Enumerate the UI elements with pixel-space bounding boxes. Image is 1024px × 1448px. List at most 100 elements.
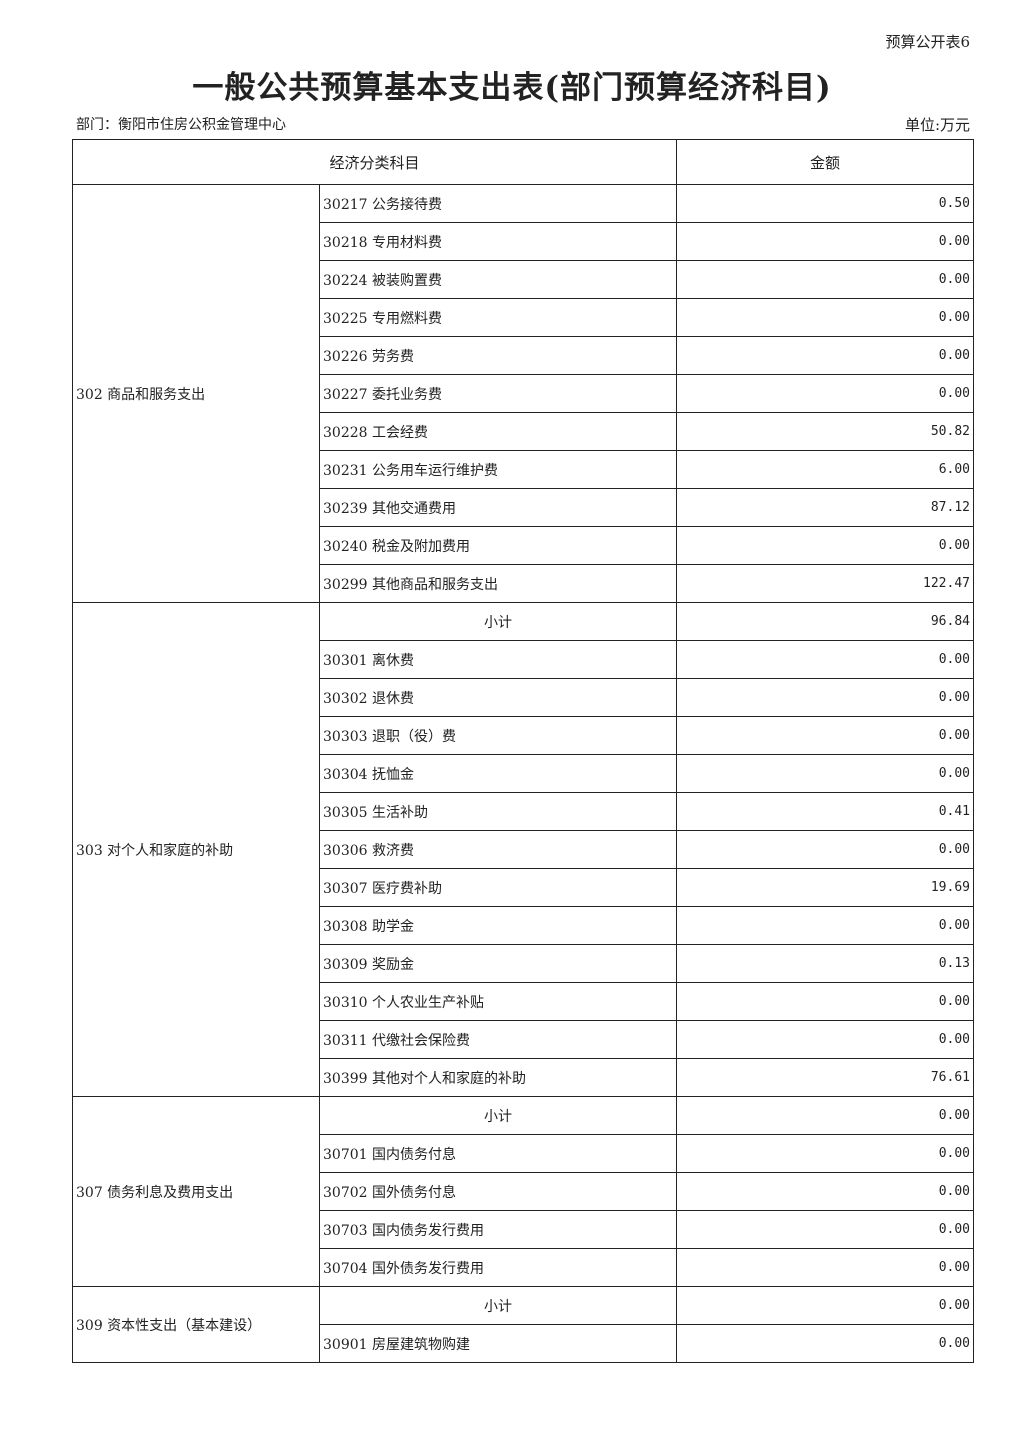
table-number: 预算公开表6	[885, 33, 970, 51]
table-row: 30228 工会经费 50.82	[73, 412, 974, 451]
item-name: 30399 其他对个人和家庭的补助	[318, 1058, 678, 1097]
table-row: 30306 救济费 0.00	[73, 830, 974, 869]
group-name: 302 商品和服务支出	[72, 184, 320, 603]
item-name: 30301 离休费	[318, 640, 678, 679]
table-row: 30240 税金及附加费用 0.00	[73, 526, 974, 565]
table-row: 30307 医疗费补助 19.69	[73, 868, 974, 907]
table-row: 30303 退职（役）费 0.00	[73, 716, 974, 755]
table-row: 30231 公务用车运行维护费 6.00	[73, 450, 974, 489]
item-name: 30308 助学金	[318, 906, 678, 945]
item-name: 30704 国外债务发行费用	[318, 1248, 678, 1287]
subtotal-label: 小计	[318, 1096, 678, 1135]
item-name: 30228 工会经费	[318, 412, 678, 451]
item-name: 30306 救济费	[318, 830, 678, 869]
item-name: 30702 国外债务付息	[318, 1172, 678, 1211]
table-row: 30901 房屋建筑物购建 0.00	[73, 1324, 974, 1363]
header-amount: 金额	[676, 139, 974, 185]
item-name: 30305 生活补助	[318, 792, 678, 831]
subtotal-row: 303 对个人和家庭的补助 小计 96.84	[72, 602, 974, 1097]
table-row: 30227 委托业务费 0.00	[73, 374, 974, 413]
amount-cell: 0.00	[676, 336, 974, 375]
amount-cell: 0.00	[676, 1172, 974, 1211]
subtotal-label: 小计	[318, 602, 678, 641]
item-name: 30225 专用燃料费	[318, 298, 678, 337]
group-name: 309 资本性支出（基本建设）	[72, 1286, 320, 1363]
amount-cell: 0.41	[676, 792, 974, 831]
subtotal-label: 小计	[318, 1286, 678, 1325]
table-row: 30301 离休费 0.00	[73, 640, 974, 679]
table-row: 30224 被装购置费 0.00	[73, 260, 974, 299]
department-label: 部门：衡阳市住房公积金管理中心	[76, 117, 286, 133]
item-name: 30303 退职（役）费	[318, 716, 678, 755]
amount-cell: 0.00	[676, 298, 974, 337]
amount-cell: 6.00	[676, 450, 974, 489]
amount-cell: 0.00	[676, 1210, 974, 1249]
header-row: 经济分类科目 金额	[71, 139, 974, 185]
amount-cell: 0.00	[676, 222, 974, 261]
amount-cell: 0.00	[676, 526, 974, 565]
item-name: 30239 其他交通费用	[318, 488, 678, 527]
item-name: 30309 奖励金	[318, 944, 678, 983]
table-row: 30305 生活补助 0.41	[73, 792, 974, 831]
table-row: 30226 劳务费 0.00	[73, 336, 974, 375]
table-row: 302 商品和服务支出 30217 公务接待费 0.50	[72, 184, 974, 603]
table-row: 30310 个人农业生产补贴 0.00	[73, 982, 974, 1021]
amount-cell: 0.00	[676, 1324, 974, 1363]
item-name: 30226 劳务费	[318, 336, 678, 375]
item-name: 30701 国内债务付息	[318, 1134, 678, 1173]
amount-cell: 122.47	[676, 564, 974, 603]
amount-cell: 0.00	[676, 1020, 974, 1059]
item-name: 30231 公务用车运行维护费	[318, 450, 678, 489]
budget-table: 经济分类科目 金额 302 商品和服务支出 30217 公务接待费 0.50 3021…	[71, 139, 974, 1363]
group-name: 303 对个人和家庭的补助	[72, 602, 320, 1097]
amount-cell: 0.00	[676, 260, 974, 299]
amount-cell: 0.00	[676, 1286, 974, 1325]
unit-label: 单位:万元	[904, 116, 970, 134]
amount-cell: 87.12	[676, 488, 974, 527]
amount-cell: 0.00	[676, 754, 974, 793]
table-row: 30701 国内债务付息 0.00	[73, 1134, 974, 1173]
table-row: 30302 退休费 0.00	[73, 678, 974, 717]
table-row: 30239 其他交通费用 87.12	[73, 488, 974, 527]
amount-cell: 50.82	[676, 412, 974, 451]
amount-cell: 0.50	[676, 184, 974, 223]
amount-cell: 0.00	[676, 1134, 974, 1173]
amount-cell: 0.00	[676, 716, 974, 755]
item-name: 30240 税金及附加费用	[318, 526, 678, 565]
item-name: 30299 其他商品和服务支出	[318, 564, 678, 603]
item-name: 30311 代缴社会保险费	[318, 1020, 678, 1059]
amount-cell: 0.00	[676, 830, 974, 869]
item-name: 30218 专用材料费	[318, 222, 678, 261]
amount-cell: 0.00	[676, 374, 974, 413]
table-row: 30218 专用材料费 0.00	[73, 222, 974, 261]
amount-cell: 0.00	[676, 906, 974, 945]
item-name: 30901 房屋建筑物购建	[318, 1324, 678, 1363]
item-name: 30227 委托业务费	[318, 374, 678, 413]
item-name: 30307 医疗费补助	[318, 868, 678, 907]
item-name: 30304 抚恤金	[318, 754, 678, 793]
page-title: 一般公共预算基本支出表(部门预算经济科目)	[192, 70, 832, 106]
table-row: 30299 其他商品和服务支出 122.47	[73, 564, 974, 603]
amount-cell: 0.00	[676, 640, 974, 679]
table-row: 30225 专用燃料费 0.00	[73, 298, 974, 337]
amount-cell: 0.00	[676, 1096, 974, 1135]
table-row: 30702 国外债务付息 0.00	[73, 1172, 974, 1211]
group-name: 307 债务利息及费用支出	[72, 1096, 320, 1287]
item-name: 30310 个人农业生产补贴	[318, 982, 678, 1021]
item-name: 30217 公务接待费	[318, 184, 678, 223]
item-name: 30224 被装购置费	[318, 260, 678, 299]
table-row: 30704 国外债务发行费用 0.00	[73, 1248, 974, 1287]
item-name: 30703 国内债务发行费用	[318, 1210, 678, 1249]
table-row: 30399 其他对个人和家庭的补助 76.61	[73, 1058, 974, 1097]
amount-cell: 96.84	[676, 602, 974, 641]
subtotal-row: 309 资本性支出（基本建设） 小计 0.00	[72, 1286, 974, 1363]
amount-cell: 19.69	[676, 868, 974, 907]
header-category: 经济分类科目	[71, 139, 678, 185]
table-row: 30304 抚恤金 0.00	[73, 754, 974, 793]
amount-cell: 0.00	[676, 678, 974, 717]
amount-cell: 0.00	[676, 1248, 974, 1287]
subtotal-row: 307 债务利息及费用支出 小计 0.00	[72, 1096, 974, 1287]
item-name: 30302 退休费	[318, 678, 678, 717]
amount-cell: 0.00	[676, 982, 974, 1021]
amount-cell: 0.13	[676, 944, 974, 983]
